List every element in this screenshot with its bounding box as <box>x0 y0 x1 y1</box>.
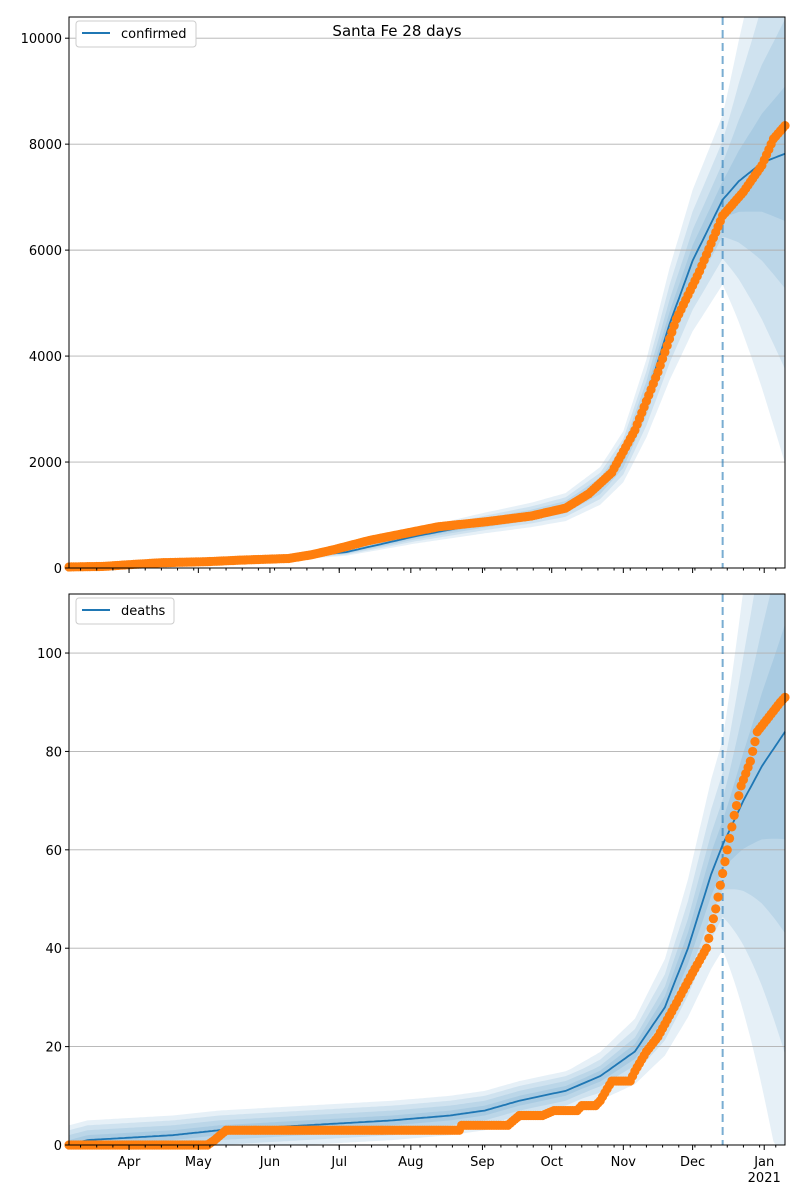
observed-point <box>745 756 755 766</box>
legend-label-confirmed: confirmed <box>121 27 187 42</box>
y-tick-label: 8000 <box>29 138 62 153</box>
observed-point <box>701 943 712 953</box>
uncertainty-band-3 <box>69 594 785 1145</box>
x-tick-label: May <box>185 1155 212 1170</box>
confirmed-legend: confirmed <box>75 20 197 48</box>
x-tick-label: Sep <box>470 1155 495 1170</box>
observed-point <box>734 791 744 801</box>
x-tick-label: Jun <box>259 1155 280 1170</box>
deaths-model-line <box>68 731 786 1146</box>
observed-point <box>708 914 719 924</box>
y-tick-label: 40 <box>45 942 62 957</box>
deaths-gridlines <box>69 652 785 1146</box>
x-tick-label: Jul <box>330 1155 347 1170</box>
y-tick-label: 100 <box>37 647 62 662</box>
observed-point <box>729 810 739 820</box>
x-tick-label: 2021 <box>748 1171 781 1186</box>
deaths-observed-points <box>64 692 790 1150</box>
x-tick-label: Oct <box>540 1155 562 1170</box>
legend-box <box>75 20 197 48</box>
y-tick-label: 20 <box>45 1041 62 1056</box>
confirmed-axes-frame <box>68 16 786 569</box>
confirmed-chart: 0 2000 4000 6000 8000 10000 confirmed <box>21 16 790 577</box>
observed-point <box>727 822 737 832</box>
y-tick-label: 0 <box>54 1139 62 1154</box>
deaths-uncertainty-bands <box>69 594 785 1145</box>
x-tick-label: Jan <box>753 1155 774 1170</box>
x-tick-label: Nov <box>611 1155 637 1170</box>
confirmed-x-axis <box>80 568 777 573</box>
y-tick-label: 2000 <box>29 456 62 471</box>
observed-point <box>713 892 723 902</box>
x-tick-label: Apr <box>118 1155 141 1170</box>
observed-point <box>711 904 721 914</box>
observed-point <box>750 736 760 747</box>
y-tick-label: 6000 <box>29 244 62 259</box>
observed-point <box>724 833 735 843</box>
legend-box <box>75 597 175 625</box>
observed-point <box>706 923 716 934</box>
confirmed-observed-points <box>64 121 790 572</box>
uncertainty-band-4 <box>69 594 785 1145</box>
figure-title: Santa Fe 28 days <box>332 22 461 40</box>
uncertainty-band-1 <box>69 624 785 1145</box>
deaths-axes-frame <box>68 593 786 1146</box>
observed-point <box>704 933 714 943</box>
deaths-y-axis: 0 20 40 60 80 100 <box>37 647 69 1154</box>
x-tick-label: Dec <box>680 1155 705 1170</box>
observed-point <box>722 845 732 855</box>
observed-point <box>715 880 725 890</box>
observed-point <box>748 746 758 757</box>
y-tick-label: 60 <box>45 844 62 859</box>
observed-point <box>720 857 730 867</box>
y-tick-label: 10000 <box>21 32 62 47</box>
deaths-legend: deaths <box>75 597 175 625</box>
confirmed-y-axis: 0 2000 4000 6000 8000 10000 <box>21 32 69 577</box>
observed-point <box>718 868 728 879</box>
y-tick-label: 4000 <box>29 350 62 365</box>
x-tick-label: Aug <box>398 1155 423 1170</box>
uncertainty-band-2 <box>69 594 785 1145</box>
observed-point <box>731 800 742 811</box>
deaths-chart: 0 20 40 60 80 100 Apr May Jun Jul Aug Sep Oct Nov Dec… <box>37 593 790 1186</box>
legend-label-deaths: deaths <box>121 604 166 619</box>
y-tick-label: 0 <box>54 562 62 577</box>
y-tick-label: 80 <box>45 745 62 760</box>
confirmed-uncertainty-bands <box>69 17 785 568</box>
